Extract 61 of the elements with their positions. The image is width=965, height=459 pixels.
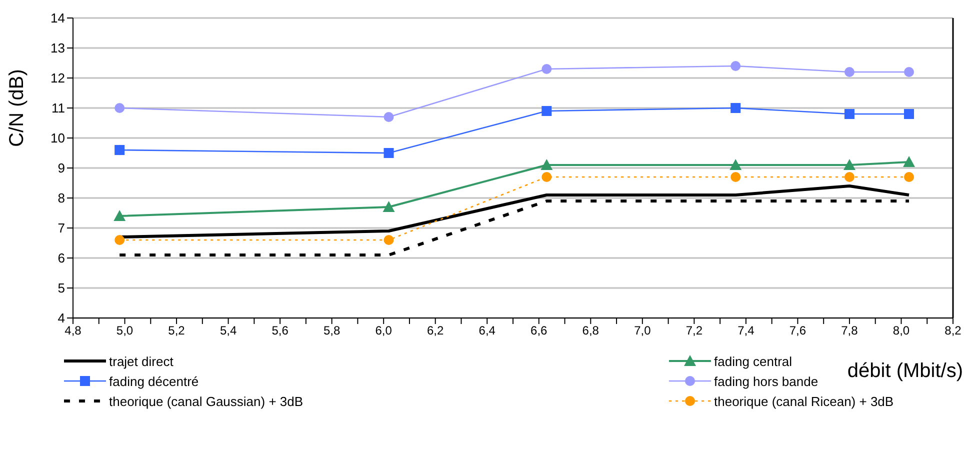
legend-label: fading décentré xyxy=(109,374,199,388)
point xyxy=(540,159,553,170)
x-tick-label: 5,8 xyxy=(323,324,340,338)
point xyxy=(730,172,741,182)
point xyxy=(384,112,394,122)
x-tick-label: 8,2 xyxy=(944,324,962,338)
point xyxy=(542,64,552,74)
point xyxy=(730,159,742,170)
point xyxy=(542,106,552,116)
x-tick-label: 6,0 xyxy=(375,324,392,338)
point xyxy=(843,159,856,170)
point xyxy=(844,172,854,182)
x-tick-label: 7,2 xyxy=(686,324,703,338)
y-tick-label: 8 xyxy=(58,190,65,206)
x-tick-label: 7,8 xyxy=(841,324,858,338)
legend-label: theorique (canal Ricean) + 3dB xyxy=(714,394,894,408)
x-tick-label: 7,6 xyxy=(789,324,806,338)
point xyxy=(844,109,854,119)
y-tick-label: 6 xyxy=(58,250,65,266)
point xyxy=(903,156,915,167)
y-tick-label: 14 xyxy=(50,10,65,26)
point xyxy=(114,103,125,113)
x-tick-label: 6,4 xyxy=(478,324,496,338)
x-tick-label: 6,6 xyxy=(530,324,548,338)
y-tick-label: 4 xyxy=(58,310,65,326)
x-tick-label: 7,0 xyxy=(634,324,652,338)
point xyxy=(114,145,125,155)
y-tick-label: 5 xyxy=(58,280,65,296)
y-tick-label: 13 xyxy=(50,40,65,56)
point xyxy=(730,61,741,71)
point xyxy=(904,67,914,77)
y-tick-label: 7 xyxy=(58,220,65,236)
x-tick-label: 6,2 xyxy=(427,324,444,338)
point xyxy=(384,235,394,245)
y-tick-label: 9 xyxy=(58,160,65,176)
x-tick-label: 5,4 xyxy=(220,324,237,338)
x-axis-title: débit (Mbit/s) xyxy=(847,360,963,383)
point xyxy=(844,67,854,77)
legend-label: trajet direct xyxy=(109,354,174,368)
y-axis-title: C/N (dB) xyxy=(6,69,28,147)
point xyxy=(542,172,552,182)
legend-label: theorique (canal Gaussian) + 3dB xyxy=(109,394,304,408)
point xyxy=(730,103,741,113)
point xyxy=(114,235,125,245)
x-tick-label: 4,8 xyxy=(64,324,82,338)
x-tick-label: 5,2 xyxy=(168,324,186,338)
x-tick-label: 5,6 xyxy=(272,324,289,338)
x-tick-label: 8,0 xyxy=(892,324,910,338)
point xyxy=(114,210,126,221)
point xyxy=(904,172,914,182)
legend-label: fading central xyxy=(714,354,792,368)
legend-label: fading hors bande xyxy=(714,374,818,388)
point xyxy=(382,201,395,212)
x-tick-label: 5,0 xyxy=(116,324,134,338)
point xyxy=(904,109,914,119)
y-tick-label: 10 xyxy=(50,130,65,146)
y-tick-label: 12 xyxy=(50,70,65,86)
y-tick-label: 11 xyxy=(52,100,65,116)
point xyxy=(384,148,394,158)
x-tick-label: 7,4 xyxy=(738,324,755,338)
x-tick-label: 6,8 xyxy=(582,324,600,338)
